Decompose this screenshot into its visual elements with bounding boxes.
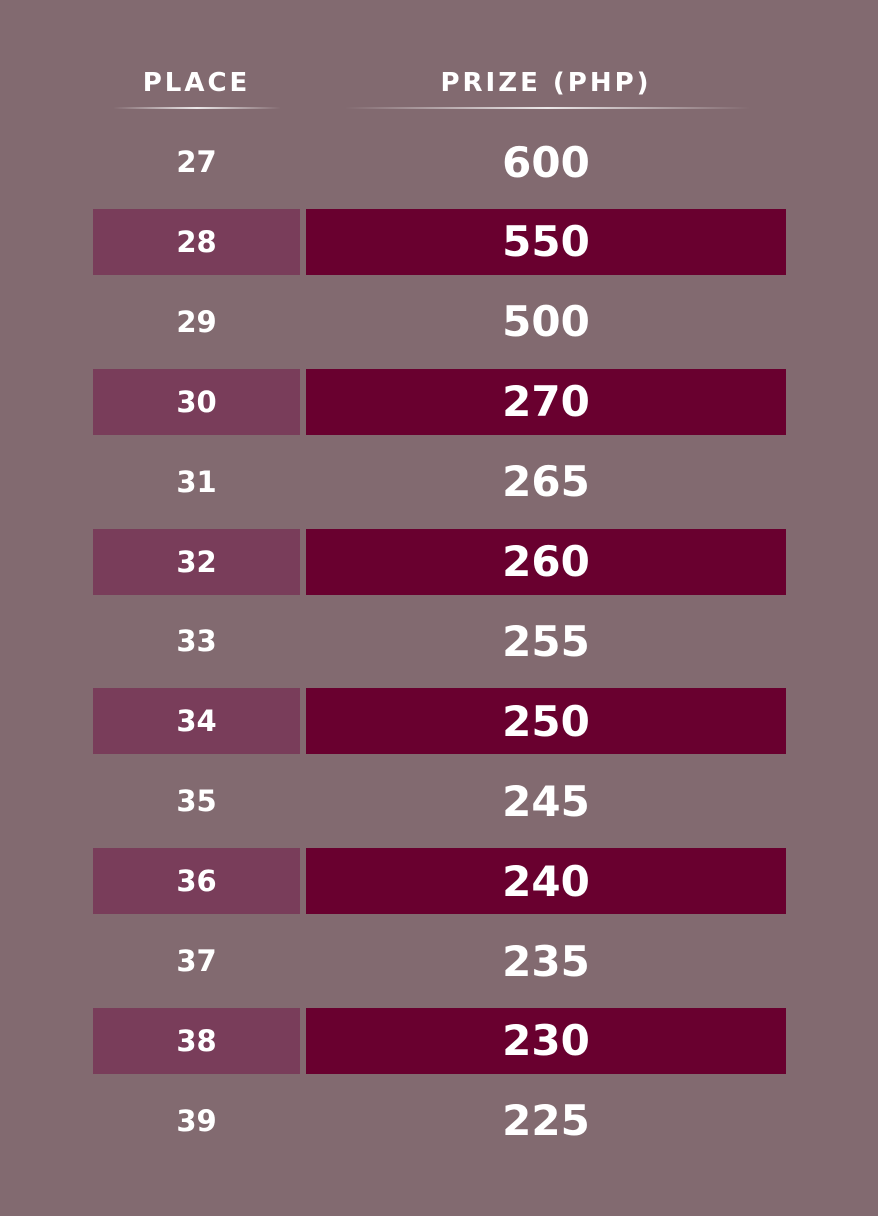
place-cell: 31 [176, 464, 217, 499]
place-cell: 38 [93, 1007, 300, 1074]
place-cell: 33 [176, 624, 217, 659]
place-cell: 32 [93, 528, 300, 595]
prize-cell: 550 [306, 208, 786, 275]
place-cell: 28 [93, 208, 300, 275]
prize-cell: 230 [306, 1007, 786, 1074]
place-cell: 36 [93, 848, 300, 915]
column-header: PLACE [142, 68, 251, 98]
place-cell: 39 [176, 1103, 217, 1138]
prize-cell: 255 [502, 616, 590, 666]
prize-cell: 225 [502, 1096, 590, 1146]
prize-cell: 240 [306, 848, 786, 915]
place-cell: 29 [176, 304, 217, 339]
header-rule [345, 107, 750, 109]
place-cell: 35 [176, 784, 217, 819]
prize-cell: 500 [502, 297, 590, 347]
prize-cell: 600 [502, 137, 590, 187]
prize-cell: 235 [502, 936, 590, 986]
place-cell: 30 [93, 368, 300, 435]
column-header: PRIZE (PHP) [440, 68, 652, 98]
prize-cell: 270 [306, 368, 786, 435]
place-cell: 27 [176, 145, 217, 179]
prize-cell: 265 [502, 457, 590, 507]
place-cell: 34 [93, 688, 300, 755]
header-rule [113, 107, 281, 109]
place-cell: 37 [176, 944, 217, 978]
prize-cell: 260 [306, 528, 786, 595]
prize-cell: 250 [306, 688, 786, 755]
prize-cell: 245 [502, 776, 590, 826]
